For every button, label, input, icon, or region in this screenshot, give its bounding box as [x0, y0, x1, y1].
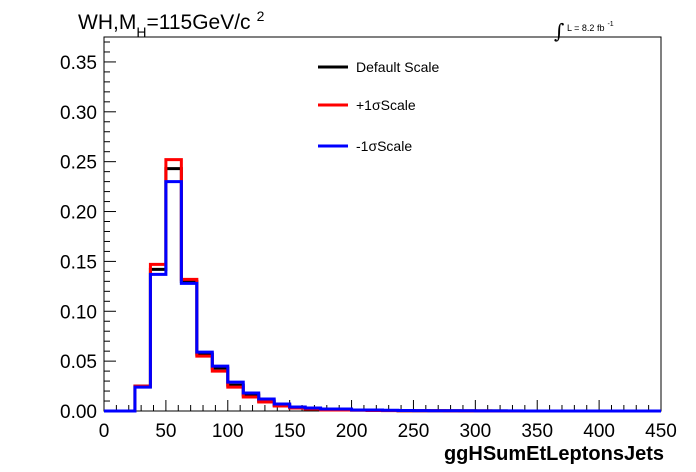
luminosity-integral-icon: ∫ — [554, 19, 564, 43]
y-tick-label: 0.05 — [60, 352, 97, 373]
series-line-2 — [104, 180, 661, 413]
legend-label-2: -1σScale — [356, 138, 412, 154]
y-tick-label: 0.30 — [60, 103, 97, 124]
x-tick-label: 50 — [155, 421, 176, 442]
luminosity-superscript: -1 — [607, 21, 613, 28]
luminosity-label: L = 8.2 fb -1 — [567, 21, 614, 33]
y-tick-label: 0.20 — [60, 203, 97, 224]
series-line-1 — [104, 158, 661, 413]
x-tick-label: 350 — [521, 421, 553, 442]
title-mass: =115GeV/c — [146, 11, 250, 34]
x-axis-label: ggHSumEtLeptonsJets — [444, 443, 664, 465]
legend-label-1: +1σScale — [356, 97, 416, 113]
y-tick-label: 0.00 — [60, 402, 97, 423]
x-tick-label: 100 — [212, 421, 244, 442]
title-subscript: H — [136, 24, 146, 40]
x-tick-label: 450 — [645, 421, 677, 442]
legend: Default Scale +1σScale -1σScale — [318, 59, 439, 154]
chart-title: WH,MH=115GeV/c 2 — [78, 8, 265, 40]
x-tick-label: 250 — [398, 421, 430, 442]
plot-frame — [103, 36, 662, 412]
y-axis: 0.00 0.05 0.10 0.15 0.20 0.25 0.30 0.35 — [60, 37, 116, 423]
x-axis: 0 50 100 150 200 250 300 350 400 450 — [99, 400, 677, 442]
x-tick-label: 300 — [459, 421, 491, 442]
series-group — [104, 158, 661, 413]
y-tick-label: 0.15 — [60, 252, 97, 273]
y-tick-label: 0.10 — [60, 302, 97, 323]
x-tick-label: 400 — [583, 421, 615, 442]
legend-label-0: Default Scale — [356, 59, 439, 75]
x-tick-label: 0 — [99, 421, 110, 442]
title-superscript: 2 — [257, 8, 265, 24]
title-prefix: WH,M — [78, 11, 136, 34]
luminosity-text: L = 8.2 fb — [567, 23, 604, 33]
y-tick-label: 0.25 — [60, 153, 97, 174]
series-line-0 — [104, 167, 661, 413]
y-tick-label: 0.35 — [60, 53, 97, 74]
x-tick-label: 200 — [336, 421, 368, 442]
x-tick-label: 150 — [274, 421, 306, 442]
